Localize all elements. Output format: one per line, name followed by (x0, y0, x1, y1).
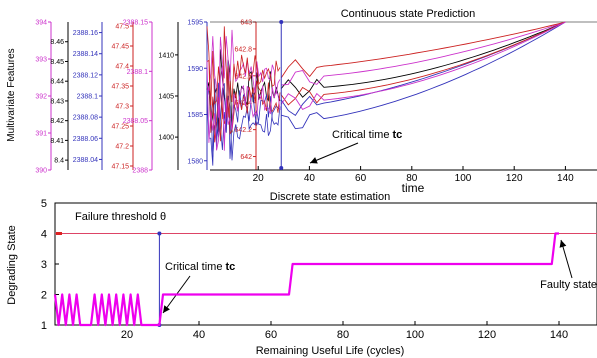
threshold-label: Failure threshold θ (75, 211, 166, 223)
top-y-tick-label: 2388.12 (73, 72, 98, 79)
bottom-y-tick-label: 1 (41, 320, 47, 332)
top-y-tick-label: 47.3 (115, 104, 129, 111)
top-y-tick-label: 8.44 (50, 79, 64, 86)
faulty-state-arrow-head (560, 240, 567, 248)
top-y-tick-label: 2388.08 (73, 115, 98, 122)
top-x-tick-label: 40 (304, 173, 316, 184)
bottom-x-tick-label: 120 (478, 329, 496, 341)
bottom-x-tick-label: 20 (121, 329, 133, 341)
bottom-chart-xticks: 20 40 60 80 100 120 140 (121, 321, 568, 341)
top-critical-marker-bottom (279, 166, 283, 170)
top-prediction-series-4 (281, 22, 565, 85)
top-x-tick-label: 140 (557, 173, 574, 184)
top-critical-marker-top (279, 20, 283, 24)
top-critical-label: Critical time tc (332, 129, 402, 141)
bottom-series-0 (55, 234, 559, 326)
top-y-tick-label: 2388.06 (73, 136, 98, 143)
top-y-tick-label: 392 (35, 94, 47, 101)
bottom-critical-label: Critical time tc (165, 261, 235, 273)
bottom-chart-ylabel: Degrading State (6, 225, 18, 305)
top-chart-xticks: 20 40 60 80 100 120 140 (253, 166, 575, 184)
bottom-x-tick-label: 40 (193, 329, 205, 341)
top-y-tick-label: 47.15 (111, 164, 129, 171)
bottom-chart-xlabel: Remaining Useful Life (cycles) (256, 345, 405, 357)
top-y-tick-label: 2388.05 (123, 118, 148, 125)
top-y-tick-label: 1410 (158, 52, 174, 59)
top-y-tick-label: 8.46 (50, 39, 64, 46)
bottom-x-tick-label: 100 (406, 329, 424, 341)
bottom-y-tick-label: 4 (41, 229, 47, 241)
top-y-tick-label: 393 (35, 57, 47, 64)
top-chart-ylabel: Multivariate Features (6, 48, 17, 141)
top-y-tick-label: 391 (35, 131, 47, 138)
bottom-y-tick-label: 5 (41, 198, 47, 210)
bottom-y-tick-label: 2 (41, 290, 47, 302)
top-y-tick-label: 643 (240, 20, 252, 27)
top-x-tick-label: 20 (253, 173, 265, 184)
top-chart: Continuous state Prediction Multivariate… (6, 8, 597, 195)
top-chart-title: Continuous state Prediction (341, 8, 476, 20)
top-y-tick-label: 2388.14 (73, 51, 98, 58)
top-critical-arrow-line (310, 143, 358, 163)
top-x-tick-label: 100 (455, 173, 472, 184)
top-prediction-series-0 (281, 22, 565, 97)
top-y-tick-label: 390 (35, 168, 47, 175)
top-y-tick-label: 47.35 (111, 84, 129, 91)
top-y-tick-label: 8.41 (50, 138, 64, 145)
top-y-tick-label: 2388.15 (123, 20, 148, 27)
bottom-chart-series (55, 234, 572, 326)
top-y-tick-label: 2388.16 (73, 30, 98, 37)
top-y-tick-label: 8.43 (50, 98, 64, 105)
bottom-critical-time: Critical time tc (157, 232, 235, 328)
top-y-tick-label: 47.45 (111, 44, 129, 51)
top-y-tick-label: 8.4 (54, 158, 64, 165)
top-y-tick-label: 642 (240, 154, 252, 161)
bottom-chart: Discrete state estimation Degrading Stat… (6, 191, 597, 357)
bottom-x-tick-label: 140 (550, 329, 568, 341)
top-prediction-series-1 (281, 22, 565, 129)
top-prediction-series-3 (281, 22, 565, 105)
top-y-tick-label: 1590 (187, 66, 203, 73)
top-y-tick-label: 642.8 (234, 46, 252, 53)
top-y-tick-label: 47.2 (115, 144, 129, 151)
bottom-chart-title: Discrete state estimation (270, 191, 390, 203)
top-x-tick-label: 120 (506, 173, 523, 184)
top-y-tick-label: 8.45 (50, 59, 64, 66)
bottom-x-tick-label: 80 (337, 329, 349, 341)
bottom-x-tick-label: 60 (265, 329, 277, 341)
top-y-tick-label: 1595 (187, 20, 203, 27)
top-y-tick-label: 1580 (187, 158, 203, 165)
top-x-tick-label: 60 (355, 173, 367, 184)
top-y-tick-label: 1405 (158, 94, 174, 101)
top-y-tick-label: 2388 (132, 168, 148, 175)
bottom-critical-marker-top (157, 232, 161, 236)
top-y-tick-label: 2388.1 (77, 94, 99, 101)
top-prediction-series-5 (281, 22, 565, 78)
bottom-y-tick-label: 3 (41, 259, 47, 271)
failure-threshold: Failure threshold θ (55, 211, 597, 234)
top-y-tick-label: 1585 (187, 112, 203, 119)
top-y-tick-label: 394 (35, 20, 47, 27)
faulty-state-label: Faulty state (540, 279, 597, 291)
top-y-tick-label: 2388.04 (73, 157, 98, 164)
top-chart-series (281, 22, 565, 129)
top-y-tick-label: 2388.1 (127, 69, 149, 76)
top-x-tick-label: 80 (406, 173, 418, 184)
top-y-tick-label: 8.42 (50, 118, 64, 125)
top-y-tick-label: 1400 (158, 135, 174, 142)
bottom-critical-arrow-head (163, 305, 170, 313)
